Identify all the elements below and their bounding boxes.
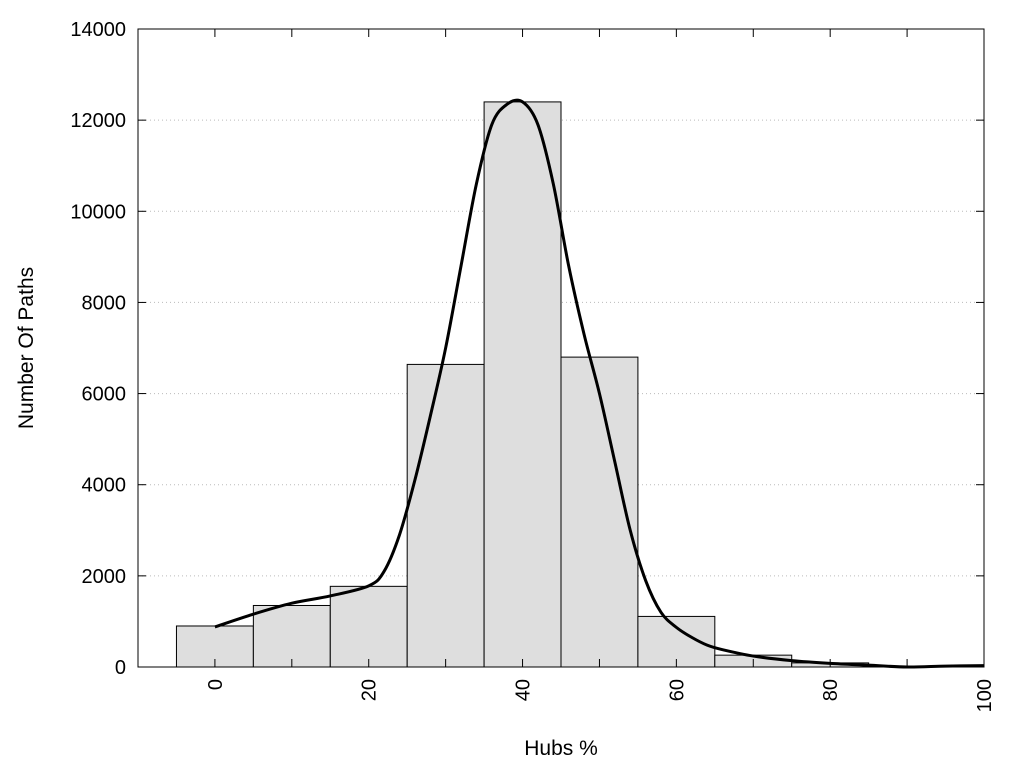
x-tick-label: 80 — [820, 679, 842, 701]
bars — [175, 101, 985, 668]
x-tick-label: 20 — [359, 679, 381, 701]
y-tick-label: 4000 — [82, 475, 127, 497]
grid-lines — [138, 119, 984, 577]
y-tick-label: 2000 — [82, 566, 127, 588]
y-tick-label: 14000 — [70, 19, 126, 41]
curve-line — [214, 98, 985, 669]
x-axis: 0 20 40 60 80 100 — [205, 29, 996, 712]
y-tick-label: 8000 — [82, 292, 127, 314]
y-tick-label: 12000 — [70, 110, 126, 132]
y-tick-label: 10000 — [70, 201, 126, 223]
y-axis: 0 2000 4000 6000 8000 10000 12000 14000 — [70, 19, 984, 679]
x-tick-label: 0 — [205, 679, 227, 690]
y-axis-title: Number Of Paths — [15, 267, 38, 429]
bar — [406, 363, 485, 668]
x-tick-label: 60 — [666, 679, 688, 701]
bar — [329, 585, 408, 668]
x-tick-label: 40 — [513, 679, 535, 701]
y-tick-label: 6000 — [82, 384, 127, 406]
bar — [252, 604, 331, 668]
density-curve — [214, 98, 985, 669]
bar — [483, 101, 562, 668]
x-tick-label: 100 — [974, 679, 996, 712]
x-axis-title: Hubs % — [524, 737, 598, 760]
plot-frame — [137, 28, 985, 668]
y-tick-label: 0 — [115, 657, 126, 679]
